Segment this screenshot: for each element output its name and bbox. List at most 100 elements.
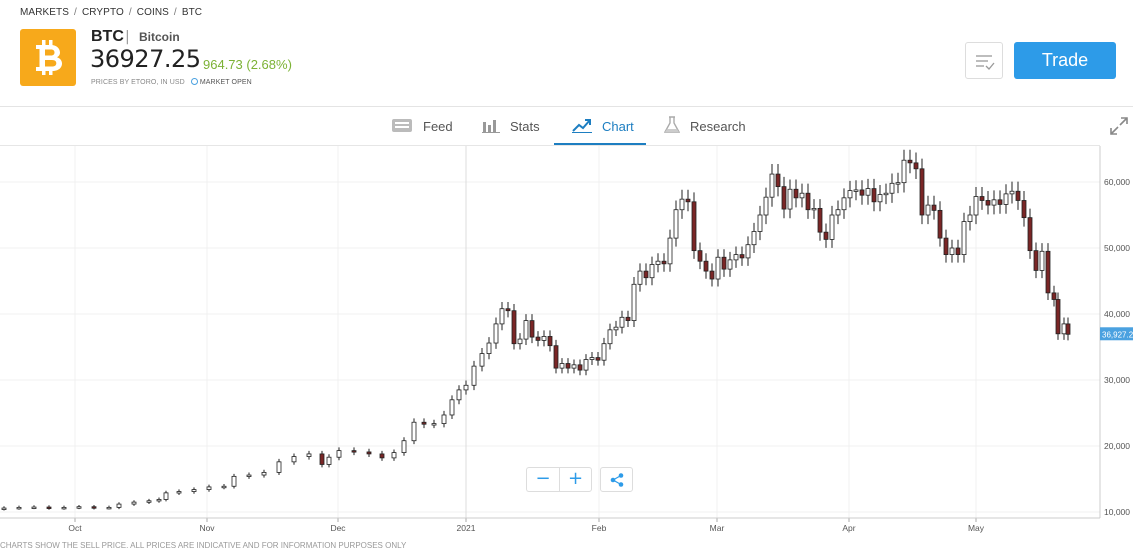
candle-body: [841, 197, 847, 211]
candle-body: [859, 189, 865, 196]
chart-icon: [572, 117, 592, 136]
candle-body: [547, 336, 553, 347]
last-price-label: 36,927.2: [1102, 330, 1133, 339]
candle-body: [613, 326, 619, 331]
candle-body: [817, 208, 823, 233]
candle-body: [471, 365, 477, 386]
candle-body: [1045, 250, 1051, 294]
candle-body: [655, 260, 661, 265]
active-tab-indicator: [554, 143, 646, 145]
candle-body: [601, 343, 607, 361]
candle-body: [106, 506, 112, 510]
candle-body: [1061, 323, 1067, 335]
candle-body: [336, 450, 342, 458]
prices-by-label: PRICES BY ETORO, IN USD: [91, 79, 185, 86]
candle-body: [291, 456, 297, 463]
disclaimer: CHARTS SHOW THE SELL PRICE. ALL PRICES A…: [0, 541, 407, 550]
candle-body: [661, 260, 667, 265]
candle-body: [835, 209, 841, 216]
candle-body: [871, 188, 877, 203]
share-button[interactable]: [600, 467, 633, 492]
candle-body: [679, 198, 685, 211]
expand-icon[interactable]: [1110, 117, 1128, 139]
watchlist-icon: [976, 55, 995, 70]
candle-body: [787, 188, 793, 210]
price-chart[interactable]: 60,000 50,000 40,000 30,000 20,000 10,000 Oct N…: [0, 146, 1133, 541]
stats-icon: [482, 117, 500, 136]
instrument-name: Bitcoin: [139, 30, 180, 44]
candle-body: [529, 320, 535, 338]
candle-body: [1021, 200, 1027, 219]
candle-body: [31, 506, 37, 509]
breadcrumb: MARKETS / CRYPTO / COINS / BTC: [20, 7, 202, 18]
candle-body: [1039, 250, 1045, 271]
candle-body: [919, 168, 925, 216]
candle-body: [116, 503, 122, 508]
x-tick-label: Dec: [330, 523, 346, 533]
market-status: MARKET OPEN: [199, 79, 252, 86]
candle-body: [955, 247, 961, 255]
candle-body: [649, 264, 655, 279]
candle-body: [847, 190, 853, 199]
breadcrumb-markets[interactable]: MARKETS: [20, 7, 70, 18]
candle-body: [853, 189, 859, 192]
candle-body: [505, 308, 511, 312]
breadcrumb-crypto[interactable]: CRYPTO: [81, 7, 124, 18]
breadcrumb-separator: /: [128, 7, 132, 18]
candle-body: [781, 186, 787, 210]
candle-body: [1003, 193, 1009, 205]
x-tick-label: Oct: [68, 523, 82, 533]
tab-feed[interactable]: Feed: [391, 107, 453, 145]
y-tick-label: 10,000: [1104, 507, 1130, 517]
candle-body: [221, 485, 227, 489]
candle-body: [319, 453, 325, 465]
candle-body: [823, 231, 829, 240]
candle-body: [799, 192, 805, 199]
candle-body: [625, 316, 631, 322]
candle-body: [889, 182, 895, 194]
candle-body: [943, 237, 949, 255]
candle-body: [131, 501, 137, 505]
breadcrumb-coins[interactable]: COINS: [136, 7, 169, 18]
candle-body: [793, 188, 799, 199]
x-tick-label: Mar: [710, 523, 725, 533]
candle-body: [276, 461, 282, 473]
candle-body: [829, 214, 835, 240]
candle-body: [931, 204, 937, 211]
watchlist-button[interactable]: [965, 42, 1003, 79]
candle-body: [191, 489, 197, 492]
clock-icon: [190, 78, 198, 85]
candle-body: [61, 506, 67, 510]
zoom-in-button[interactable]: +: [559, 467, 592, 492]
candle-body: [449, 399, 455, 416]
candle-body: [441, 414, 447, 424]
candle-body: [913, 162, 919, 170]
candle-body: [973, 196, 979, 216]
candle-body: [673, 209, 679, 239]
chart-controls: − +: [526, 467, 633, 492]
y-tick-label: 50,000: [1104, 243, 1130, 253]
candle-body: [769, 173, 775, 198]
tab-research[interactable]: Research: [663, 107, 746, 145]
candle-body: [907, 159, 913, 164]
tab-chart[interactable]: Chart: [572, 107, 634, 145]
candle-body: [1015, 190, 1021, 201]
trade-button[interactable]: Trade: [1014, 42, 1116, 79]
candle-body: [493, 323, 499, 344]
zoom-out-button[interactable]: −: [526, 467, 559, 492]
tab-stats-label: Stats: [510, 118, 540, 134]
candle-body: [523, 320, 529, 340]
candle-body: [583, 359, 589, 371]
candle-body: [1009, 190, 1015, 195]
candle-body: [1027, 217, 1033, 252]
candle-body: [925, 204, 931, 216]
candle-body: [351, 450, 357, 453]
candle-body: [535, 336, 541, 341]
price-meta: PRICES BY ETORO, IN USD MARKET OPEN: [91, 78, 252, 86]
tab-stats[interactable]: Stats: [482, 107, 540, 145]
candle-body: [727, 259, 733, 270]
candle-body: [811, 208, 817, 211]
candle-body: [997, 199, 1003, 205]
candle-body: [16, 506, 22, 510]
instrument-price: 36927.25: [90, 45, 201, 73]
